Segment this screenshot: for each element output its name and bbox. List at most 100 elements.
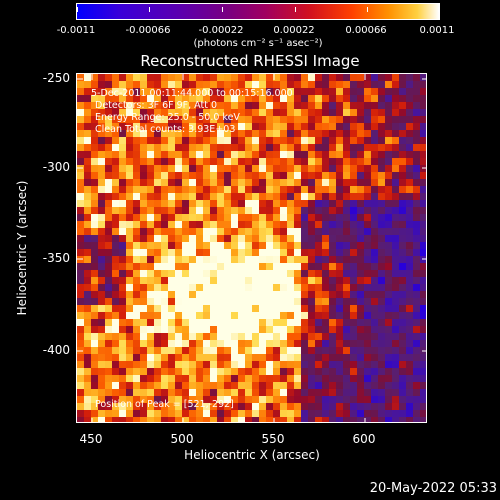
image-pixel (238, 396, 245, 403)
image-pixel (224, 95, 231, 102)
image-pixel (161, 319, 168, 326)
image-pixel (322, 123, 329, 130)
image-pixel (189, 389, 196, 396)
image-pixel (245, 81, 252, 88)
image-pixel (84, 326, 91, 333)
image-pixel (133, 333, 140, 340)
image-pixel (287, 396, 294, 403)
image-pixel (280, 305, 287, 312)
image-pixel (245, 242, 252, 249)
image-pixel (252, 242, 259, 249)
image-pixel (154, 354, 161, 361)
image-pixel (147, 116, 154, 123)
image-pixel (203, 270, 210, 277)
image-pixel (133, 186, 140, 193)
image-pixel (182, 172, 189, 179)
image-pixel (147, 95, 154, 102)
image-pixel (308, 207, 315, 214)
image-pixel (259, 123, 266, 130)
image-pixel (259, 158, 266, 165)
image-pixel (287, 235, 294, 242)
image-pixel (420, 291, 426, 298)
image-pixel (364, 172, 371, 179)
image-pixel (287, 88, 294, 95)
image-pixel (196, 354, 203, 361)
image-pixel (301, 263, 308, 270)
image-pixel (385, 375, 392, 382)
image-pixel (140, 186, 147, 193)
image-pixel (210, 116, 217, 123)
image-pixel (273, 242, 280, 249)
image-pixel (322, 95, 329, 102)
image-pixel (322, 368, 329, 375)
image-pixel (140, 88, 147, 95)
image-pixel (399, 235, 406, 242)
image-pixel (238, 403, 245, 410)
image-pixel (210, 291, 217, 298)
image-pixel (308, 312, 315, 319)
image-pixel (336, 172, 343, 179)
image-pixel (112, 102, 119, 109)
image-pixel (392, 193, 399, 200)
image-pixel (350, 263, 357, 270)
image-pixel (280, 81, 287, 88)
image-pixel (357, 193, 364, 200)
image-pixel (77, 95, 84, 102)
image-pixel (231, 347, 238, 354)
image-pixel (399, 214, 406, 221)
image-pixel (287, 305, 294, 312)
image-pixel (252, 319, 259, 326)
image-pixel (322, 158, 329, 165)
image-pixel (259, 249, 266, 256)
image-pixel (203, 319, 210, 326)
image-pixel (301, 354, 308, 361)
image-pixel (203, 417, 210, 422)
image-pixel (210, 144, 217, 151)
image-pixel (210, 109, 217, 116)
image-pixel (259, 214, 266, 221)
image-pixel (420, 312, 426, 319)
image-pixel (196, 207, 203, 214)
image-pixel (140, 158, 147, 165)
image-pixel (392, 74, 399, 81)
image-pixel (294, 214, 301, 221)
image-pixel (357, 207, 364, 214)
image-pixel (378, 403, 385, 410)
image-pixel (371, 284, 378, 291)
image-pixel (378, 88, 385, 95)
image-pixel (210, 172, 217, 179)
image-pixel (329, 333, 336, 340)
image-pixel (196, 340, 203, 347)
image-pixel (357, 403, 364, 410)
image-pixel (203, 298, 210, 305)
image-pixel (147, 242, 154, 249)
image-pixel (189, 186, 196, 193)
image-pixel (392, 347, 399, 354)
image-pixel (77, 144, 84, 151)
image-pixel (133, 214, 140, 221)
image-pixel (84, 200, 91, 207)
image-pixel (329, 186, 336, 193)
image-pixel (91, 214, 98, 221)
image-pixel (357, 130, 364, 137)
image-pixel (413, 109, 420, 116)
image-pixel (413, 312, 420, 319)
image-pixel (140, 403, 147, 410)
image-pixel (84, 382, 91, 389)
image-pixel (357, 88, 364, 95)
image-pixel (399, 277, 406, 284)
image-pixel (406, 242, 413, 249)
image-pixel (77, 228, 84, 235)
image-pixel (133, 137, 140, 144)
image-pixel (315, 291, 322, 298)
image-pixel (161, 326, 168, 333)
image-pixel (273, 403, 280, 410)
image-pixel (119, 158, 126, 165)
image-pixel (343, 347, 350, 354)
image-pixel (196, 88, 203, 95)
image-pixel (182, 270, 189, 277)
image-pixel (406, 347, 413, 354)
image-pixel (210, 298, 217, 305)
image-pixel (224, 403, 231, 410)
image-pixel (231, 200, 238, 207)
